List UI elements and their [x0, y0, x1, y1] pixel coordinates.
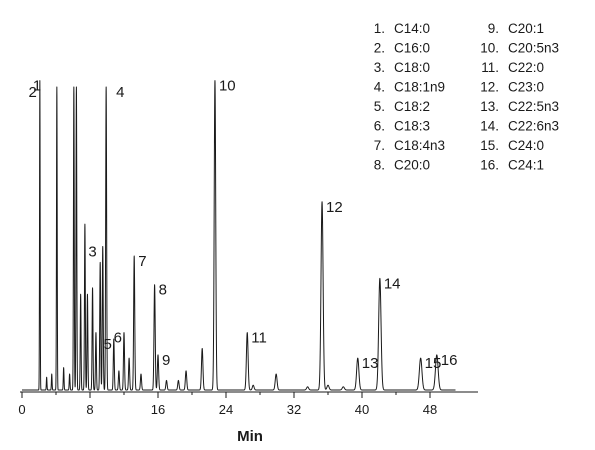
- x-tick-label: 16: [151, 402, 165, 417]
- legend-compound-name: C23:0: [508, 80, 544, 95]
- legend-compound-name: C18:0: [394, 60, 430, 75]
- legend-compound-name: C18:2: [394, 99, 430, 114]
- legend-number: 15.: [480, 138, 499, 153]
- legend-number: 11.: [481, 60, 499, 75]
- peak-label-8: 8: [159, 282, 167, 299]
- legend-number: 1.: [374, 21, 385, 36]
- legend-number: 13.: [480, 99, 499, 114]
- legend-number: 12.: [480, 80, 499, 95]
- legend-number: 3.: [374, 60, 385, 75]
- legend-compound-name: C18:3: [394, 119, 430, 134]
- peak-label-6: 6: [114, 330, 122, 347]
- peak-label-5: 5: [103, 336, 111, 353]
- legend-compound-name: C22:6n3: [508, 119, 559, 134]
- x-axis-title: Min: [237, 428, 263, 445]
- legend-compound-name: C22:0: [508, 60, 544, 75]
- legend-compound-name: C18:4n3: [394, 138, 445, 153]
- peak-label-10: 10: [219, 78, 236, 95]
- legend-compound-name: C20:1: [508, 21, 544, 36]
- legend-number: 14.: [480, 119, 499, 134]
- chromatogram-trace: [21, 80, 456, 391]
- legend-number: 4.: [374, 80, 385, 95]
- x-tick-label: 40: [355, 402, 369, 417]
- legend-compound-name: C22:5n3: [508, 99, 559, 114]
- legend-number: 8.: [374, 158, 385, 173]
- x-tick-label: 8: [86, 402, 93, 417]
- x-axis-ticks: 0 8 16 24 32 40 48: [18, 392, 437, 417]
- peak-label-15: 15: [425, 355, 442, 372]
- peak-label-12: 12: [326, 199, 343, 216]
- legend-compound-name: C24:0: [508, 138, 544, 153]
- x-tick-label: 48: [423, 402, 437, 417]
- x-tick-label: 32: [287, 402, 301, 417]
- peak-label-13: 13: [362, 355, 379, 372]
- peak-label-9: 9: [162, 352, 170, 369]
- legend-compound-name: C24:1: [508, 158, 544, 173]
- peak-label-2: 2: [29, 84, 37, 101]
- legend-number: 7.: [374, 138, 385, 153]
- legend-number: 2.: [374, 41, 385, 56]
- peak-label-4: 4: [116, 84, 124, 101]
- legend-compound-name: C20:0: [394, 158, 430, 173]
- peak-label-3: 3: [88, 243, 96, 260]
- legend-number: 6.: [374, 119, 385, 134]
- x-tick-label: 0: [18, 402, 25, 417]
- trace-layer: [21, 80, 456, 391]
- peak-label-14: 14: [384, 275, 401, 292]
- peak-label-1: 1: [33, 78, 41, 95]
- legend-compound-name: C20:5n3: [508, 41, 559, 56]
- legend-number: 16.: [480, 158, 499, 173]
- legend-compound-name: C14:0: [394, 21, 430, 36]
- legend-compound-name: C16:0: [394, 41, 430, 56]
- legend-number: 9.: [488, 21, 499, 36]
- x-tick-label: 24: [219, 402, 233, 417]
- legend-number: 10.: [480, 41, 499, 56]
- legend-number: 5.: [374, 99, 385, 114]
- legend-compound-name: C18:1n9: [394, 80, 445, 95]
- peak-label-11: 11: [251, 330, 267, 347]
- peak-label-16: 16: [441, 352, 458, 369]
- peak-label-7: 7: [138, 253, 146, 270]
- legend: 1. C14:0 2. C16:0 3. C18:0 4. C18:1n9 5. C18:2 6. C…: [374, 21, 559, 173]
